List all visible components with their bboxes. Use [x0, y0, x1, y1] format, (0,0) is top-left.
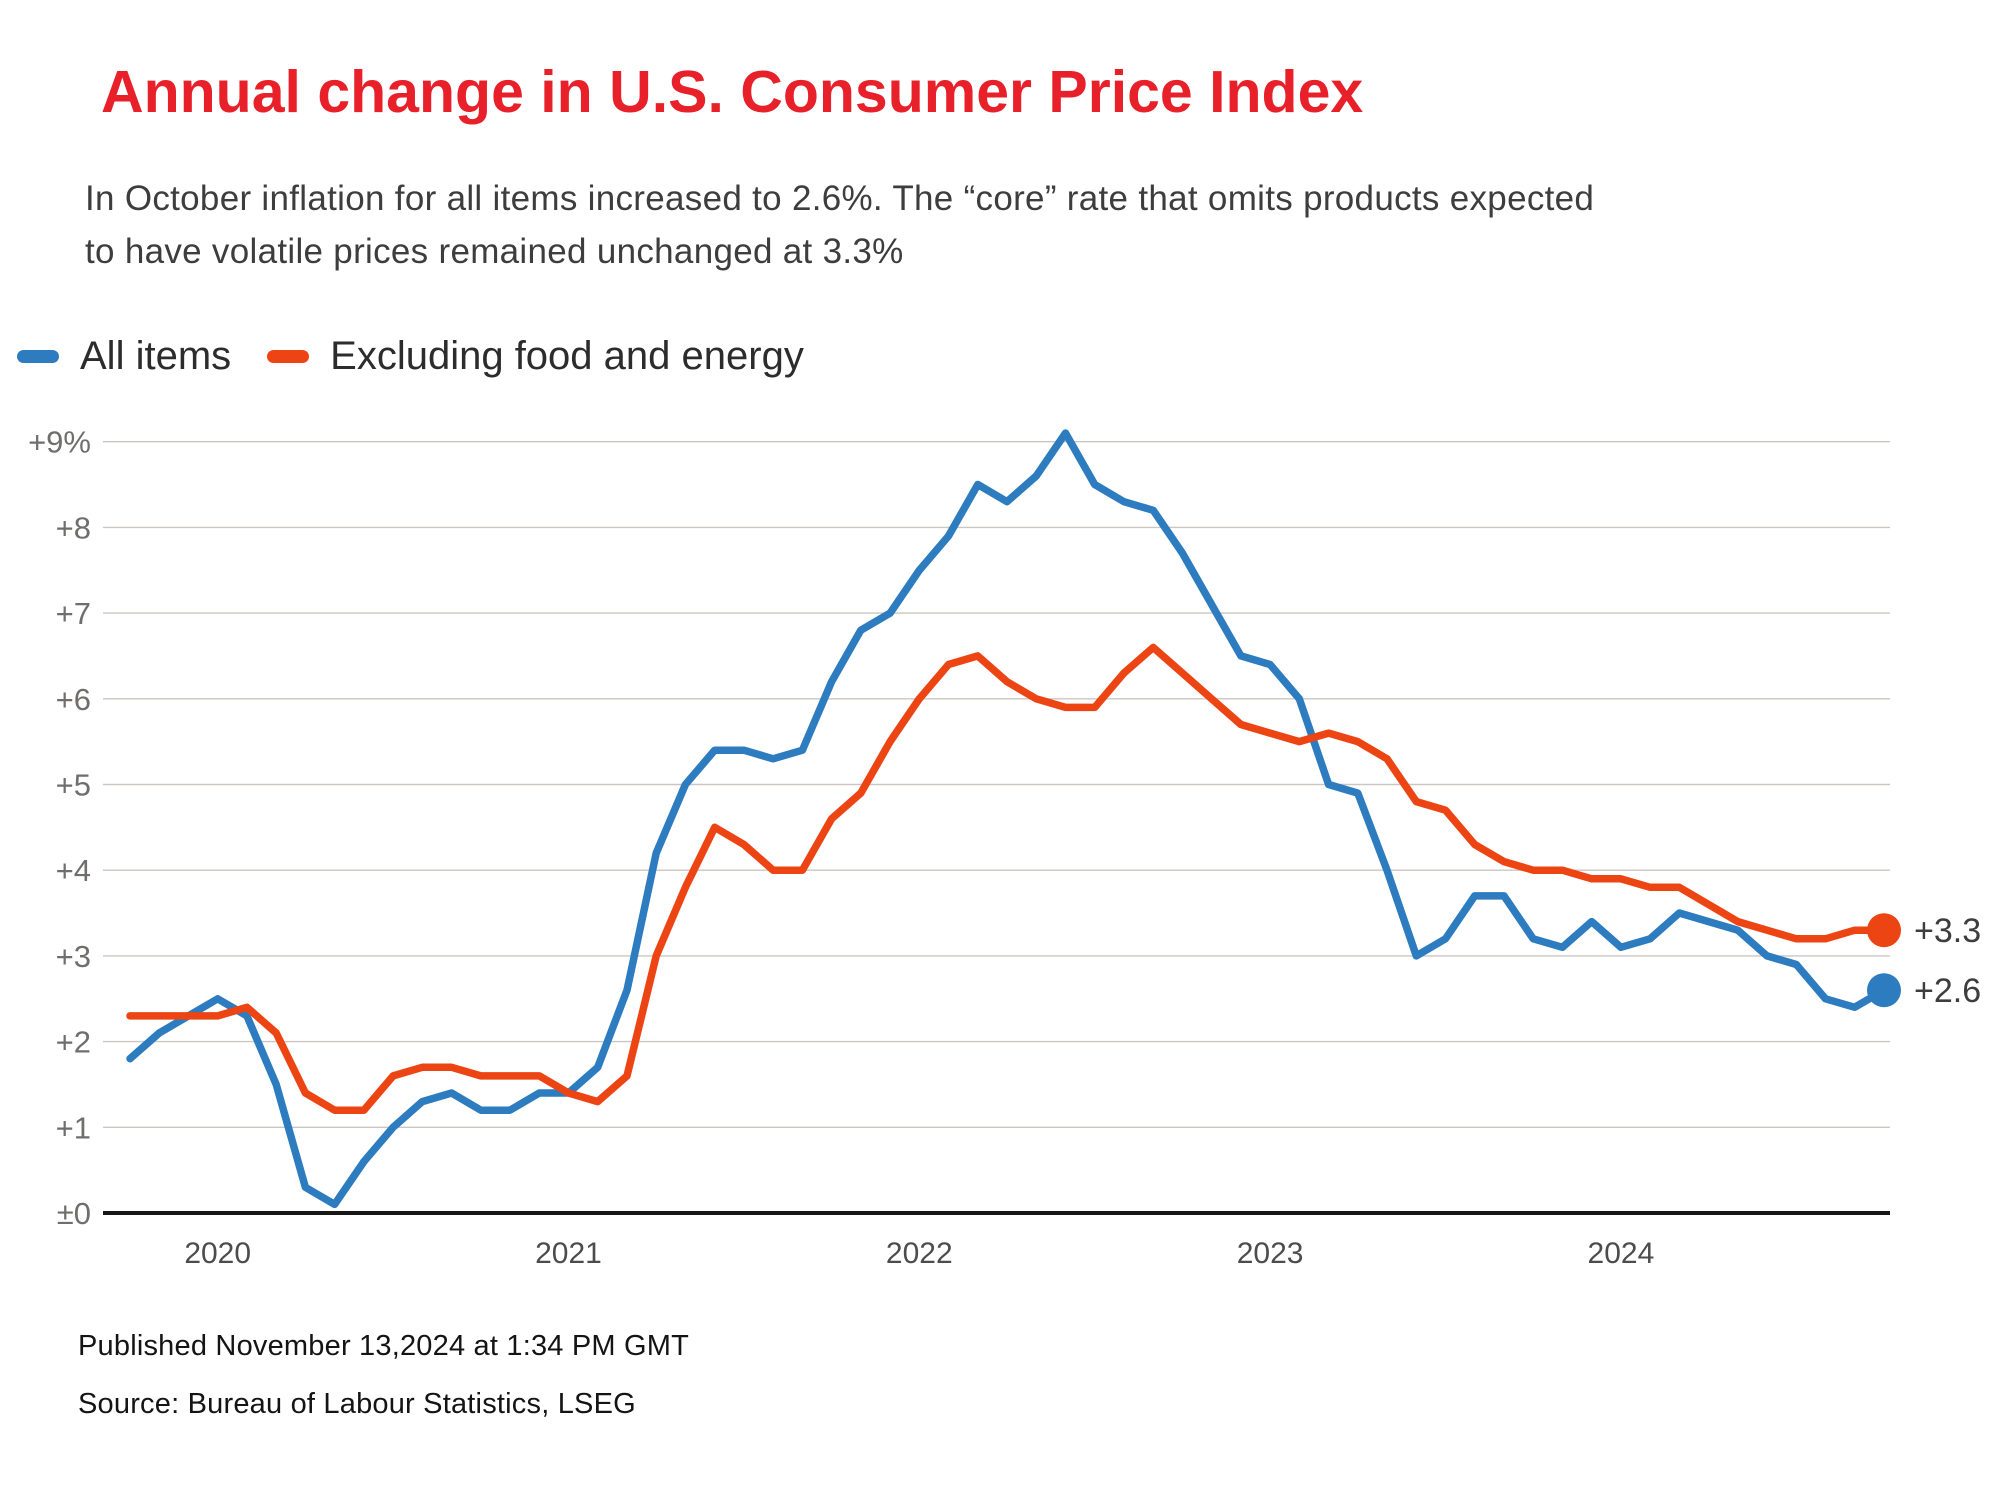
y-tick-label: +6 [56, 682, 91, 717]
cpi-line-chart: +9% +8 +7 +6 +5 +4 +3 +2 +1 ±0 2020 2021 2022 2023 202… [28, 425, 1981, 1270]
legend-item-all-items: All items [17, 334, 231, 379]
y-tick-label: +9% [28, 425, 91, 460]
y-tick-label: +4 [56, 853, 91, 888]
chart-title: Annual change in U.S. Consumer Price Ind… [101, 59, 1364, 125]
y-tick-label: +7 [56, 596, 91, 631]
series-line-all-items [126, 429, 1888, 1209]
series-end-value-all-items: +2.6 [1914, 972, 1981, 1010]
series-end-dot-excluding-food-and-energy [1867, 913, 1901, 948]
series-end-value-excluding-food-and-energy: +3.3 [1914, 912, 1981, 950]
legend-item-excluding-food-and-energy: Excluding food and energy [267, 334, 804, 379]
y-tick-label: +1 [56, 1110, 91, 1145]
chart-subtitle-line-1: In October inflation for all items incre… [85, 179, 1595, 218]
y-tick-label: +2 [56, 1025, 91, 1060]
y-tick-label: +8 [56, 510, 91, 545]
legend: All items Excluding food and energy [17, 334, 804, 379]
legend-swatch-all-items [17, 350, 59, 363]
series-end-dot-all-items [1867, 973, 1901, 1008]
x-tick-label-2022: 2022 [886, 1237, 953, 1270]
series-line-excluding-food-and-energy [126, 643, 1888, 1114]
x-tick-label-2024: 2024 [1588, 1237, 1655, 1270]
x-tick-label-2020: 2020 [184, 1237, 251, 1270]
y-tick-label: ±0 [57, 1196, 91, 1231]
legend-swatch-excluding-food-and-energy [267, 350, 310, 363]
chart-subtitle-line-2: to have volatile prices remained unchang… [85, 232, 904, 271]
x-tick-label-2021: 2021 [535, 1237, 602, 1270]
y-tick-label: +5 [56, 768, 91, 803]
chart-subtitle: In October inflation for all items incre… [85, 172, 1594, 278]
published-timestamp: Published November 13,2024 at 1:34 PM GM… [78, 1330, 690, 1362]
legend-label-all-items: All items [80, 334, 232, 378]
legend-label-excluding-food-and-energy: Excluding food and energy [330, 334, 804, 378]
source-attribution: Source: Bureau of Labour Statistics, LSE… [78, 1388, 636, 1420]
x-tick-label-2023: 2023 [1237, 1237, 1304, 1270]
y-tick-label: +3 [56, 939, 91, 974]
